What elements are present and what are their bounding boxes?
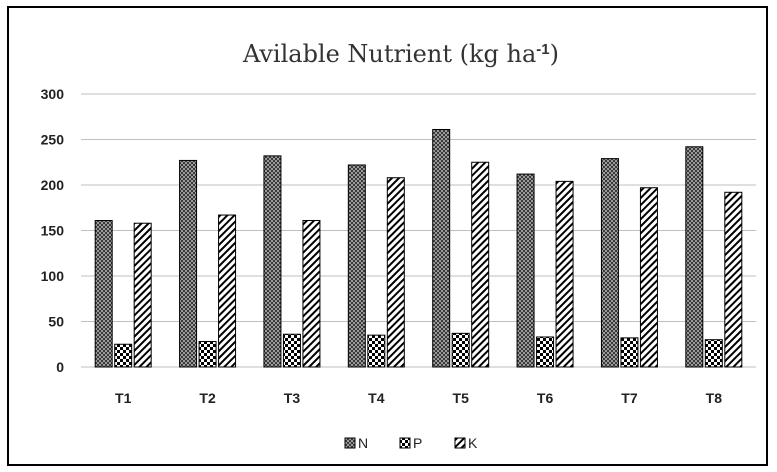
bar-p-t1 [114, 343, 133, 368]
bar-k-t6 [555, 180, 574, 368]
legend-swatch [454, 437, 466, 449]
bar-n-t6 [516, 173, 535, 368]
bar-p-t5 [451, 332, 470, 368]
chart-frame: Avilable Nutrient (kg ha-1) 0 50 100 150 200… [7, 6, 768, 466]
legend-label: P [413, 435, 422, 451]
y-tick-label: 200 [41, 177, 65, 193]
bar-p-t6 [536, 336, 555, 368]
x-tick-label: T7 [621, 390, 638, 406]
x-tick-label: T2 [199, 390, 216, 406]
bar-k-t2 [218, 214, 237, 368]
bar-k-t1 [133, 222, 152, 368]
bar-p-t2 [198, 341, 217, 368]
bar-n-t1 [94, 219, 113, 368]
y-tick-label: 300 [41, 86, 65, 102]
bar-k-t4 [386, 177, 405, 368]
y-tick-label: 0 [56, 359, 64, 375]
x-tick-label: T5 [453, 390, 470, 406]
x-axis-tick-labels: T1 T2 T3 T4 T5 T6 T7 T8 [115, 390, 722, 406]
bar-k-t7 [639, 187, 658, 368]
bar-k-t3 [302, 219, 321, 368]
y-tick-label: 50 [48, 314, 64, 330]
y-tick-label: 100 [41, 268, 65, 284]
legend-label: N [358, 435, 368, 451]
bars [94, 128, 743, 368]
bar-n-t4 [347, 164, 366, 368]
x-tick-label: T6 [537, 390, 554, 406]
legend-item-k: K [454, 435, 478, 451]
x-tick-label: T4 [368, 390, 385, 406]
bar-p-t8 [704, 339, 723, 368]
bar-k-t8 [724, 191, 743, 368]
chart-title: Avilable Nutrient (kg ha-1) [242, 40, 559, 68]
title-superscript: -1 [536, 41, 549, 58]
legend-item-n: N [344, 435, 368, 451]
legend-label: K [468, 435, 478, 451]
bar-n-t8 [685, 146, 704, 368]
legend-swatch [399, 437, 411, 449]
bar-n-t5 [432, 128, 451, 368]
x-tick-label: T8 [706, 390, 723, 406]
bar-p-t4 [367, 334, 386, 368]
bar-p-t7 [620, 337, 639, 368]
x-tick-label: T1 [115, 390, 132, 406]
y-tick-label: 250 [41, 132, 65, 148]
bar-n-t3 [263, 155, 282, 368]
legend-swatch [344, 437, 356, 449]
nutrient-bar-chart: Avilable Nutrient (kg ha-1) 0 50 100 150 200… [41, 40, 756, 451]
y-tick-label: 150 [41, 223, 65, 239]
y-axis-tick-labels: 0 50 100 150 200 250 300 [41, 86, 65, 375]
bar-k-t5 [471, 161, 490, 368]
bar-n-t2 [179, 159, 198, 368]
bar-n-t7 [600, 158, 619, 368]
bar-p-t3 [282, 333, 301, 368]
x-tick-label: T3 [284, 390, 301, 406]
legend-item-p: P [399, 435, 422, 451]
